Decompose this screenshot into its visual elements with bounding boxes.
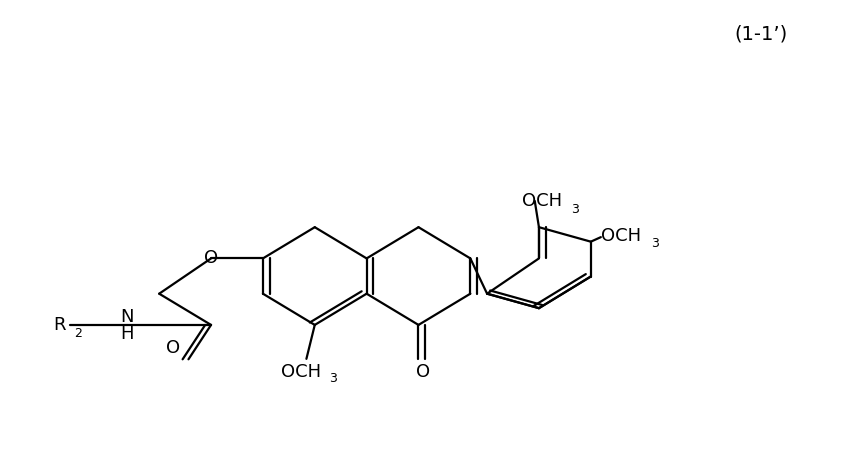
Text: N: N (120, 308, 134, 326)
Text: (1-1’): (1-1’) (735, 25, 788, 44)
Text: 3: 3 (651, 237, 659, 251)
Text: O: O (204, 250, 218, 267)
Text: 3: 3 (571, 202, 578, 216)
Text: OCH: OCH (601, 227, 641, 245)
Text: O: O (167, 339, 180, 357)
Text: OCH: OCH (281, 363, 322, 381)
Text: 3: 3 (329, 372, 337, 385)
Text: H: H (120, 325, 134, 343)
Text: 2: 2 (74, 327, 82, 339)
Text: OCH: OCH (522, 192, 562, 210)
Text: R: R (53, 316, 66, 334)
Text: O: O (416, 363, 429, 381)
